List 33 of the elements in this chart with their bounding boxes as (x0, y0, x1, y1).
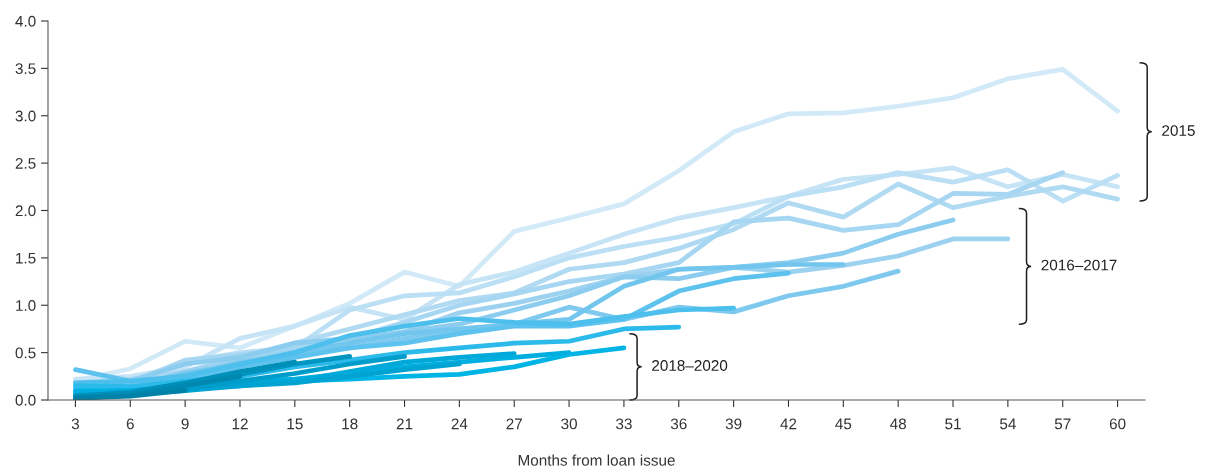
x-tick-label: 3 (71, 418, 79, 430)
y-tick-label: 3.5 (15, 63, 36, 75)
x-tick-label: 6 (126, 418, 134, 430)
y-tick-label: 3.0 (15, 110, 36, 122)
x-tick-label: 30 (561, 418, 577, 430)
y-tick-label: 2.5 (15, 157, 36, 169)
x-tick-label: 18 (342, 418, 358, 430)
text: 2015 (1162, 125, 1195, 136)
x-tick-label: 36 (670, 418, 687, 430)
y-tick-label: 1.0 (16, 300, 36, 311)
x-tick-label: 42 (780, 418, 797, 430)
x-tick-label: 12 (232, 418, 248, 430)
x-tick-label: 57 (1054, 418, 1071, 430)
x-tick-label: 51 (945, 418, 961, 430)
x-tick-label: 54 (999, 418, 1016, 430)
x-tick-label: 48 (890, 418, 907, 430)
x-tick-label: 60 (1109, 418, 1126, 430)
y-tick-label: 2.0 (15, 205, 36, 217)
x-tick-label: 9 (181, 418, 189, 430)
y-tick-label: 0.0 (15, 394, 36, 406)
x-tick-label: 27 (506, 418, 522, 430)
y-tick-label: 1.5 (16, 252, 36, 264)
x-tick-label: 33 (616, 418, 632, 430)
annotation: 2016–2017 (1041, 259, 1117, 271)
x-tick-label: 39 (725, 418, 742, 430)
x-tick-label: 45 (835, 418, 852, 430)
x-tick-label: 24 (451, 418, 468, 430)
x-tick-label: 15 (287, 418, 303, 430)
x-tick-label: 21 (396, 418, 413, 430)
annotation: 2018–2020 (652, 360, 728, 371)
y-tick-label: 4.0 (15, 15, 36, 27)
x-axis-title: Months from loan issue (518, 454, 675, 466)
y-tick-label: 0.5 (15, 347, 36, 359)
